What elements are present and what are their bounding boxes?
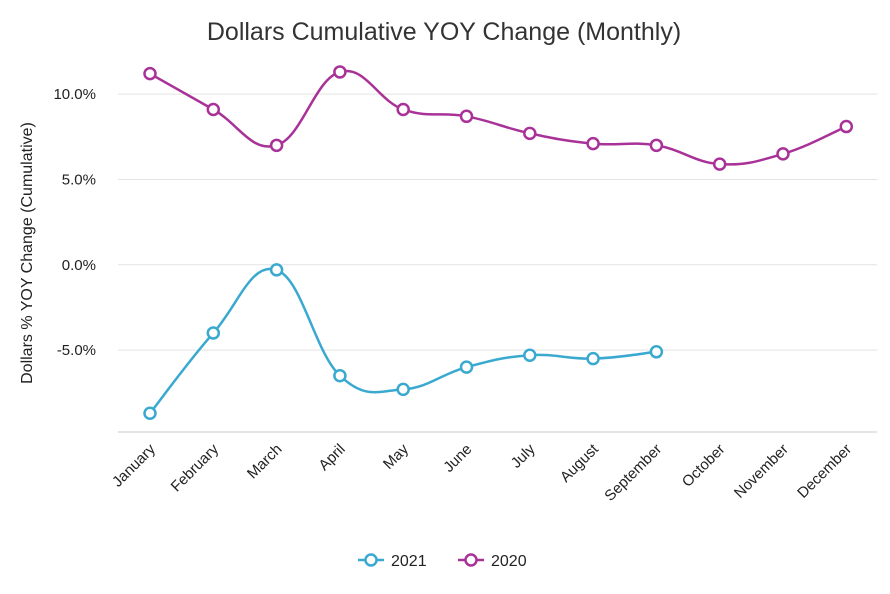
series-line	[149, 69, 847, 166]
data-point[interactable]	[459, 360, 474, 374]
legend-swatch-marker	[364, 553, 378, 567]
y-axis-label: Dollars % YOY Change (Cumulative)	[19, 122, 36, 384]
data-point[interactable]	[206, 102, 221, 117]
legend-item-2020[interactable]: 2020	[458, 553, 527, 570]
x-tick-labels: January February March April May June July Augu…	[109, 440, 855, 504]
data-point[interactable]	[333, 368, 347, 383]
y-tick-label: 5.0%	[62, 171, 96, 188]
x-tick-label: December	[794, 441, 855, 502]
y-tick-label: 0.0%	[62, 257, 96, 274]
x-tick-label: July	[508, 440, 539, 471]
y-tick-label: -5.0%	[57, 342, 96, 359]
data-point[interactable]	[143, 406, 157, 420]
data-point[interactable]	[586, 351, 600, 366]
data-point[interactable]	[269, 138, 284, 153]
x-tick-label: January	[109, 440, 159, 490]
x-tick-label: February	[168, 440, 223, 495]
data-point[interactable]	[523, 348, 537, 362]
series-2020	[143, 65, 854, 171]
x-tick-label: August	[557, 440, 603, 486]
x-tick-label: October	[679, 441, 729, 491]
data-point[interactable]	[649, 138, 664, 153]
series-line	[149, 267, 657, 415]
legend-swatch-marker	[464, 553, 478, 567]
data-point[interactable]	[586, 136, 600, 151]
data-point[interactable]	[523, 126, 537, 141]
data-point[interactable]	[396, 102, 410, 117]
data-point[interactable]	[839, 119, 854, 134]
data-point[interactable]	[333, 65, 347, 79]
chart-title: Dollars Cumulative YOY Change (Monthly)	[207, 18, 681, 46]
data-point[interactable]	[712, 157, 727, 171]
series-2021	[143, 263, 664, 420]
gridlines	[118, 93, 877, 433]
x-tick-label: March	[244, 441, 285, 482]
data-point[interactable]	[396, 382, 410, 397]
data-point[interactable]	[143, 66, 157, 81]
x-tick-label: May	[380, 440, 412, 472]
legend: 2021 2020	[358, 553, 527, 570]
x-tick-label: September	[601, 441, 665, 505]
data-point[interactable]	[776, 147, 790, 161]
data-point[interactable]	[269, 263, 284, 277]
y-tick-labels: -5.0% 0.0% 5.0% 10.0%	[53, 86, 96, 359]
x-tick-label: November	[731, 441, 792, 502]
data-point[interactable]	[459, 109, 474, 124]
y-tick-label: 10.0%	[53, 86, 96, 103]
series-lines	[143, 65, 854, 420]
legend-label: 2020	[491, 553, 527, 570]
x-tick-label: June	[440, 441, 475, 476]
data-point[interactable]	[206, 326, 221, 340]
legend-item-2021[interactable]: 2021	[358, 553, 427, 570]
legend-label: 2021	[391, 553, 427, 570]
data-point[interactable]	[649, 345, 664, 359]
x-tick-label: April	[315, 441, 348, 474]
